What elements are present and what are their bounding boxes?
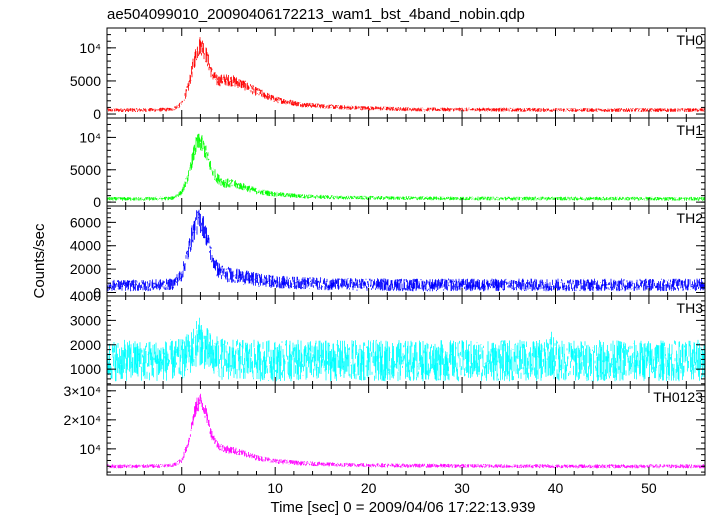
panel-label: TH0123 bbox=[653, 389, 703, 405]
panel-label: TH0 bbox=[677, 32, 704, 48]
y-tick-label: 4000 bbox=[70, 288, 101, 304]
x-tick-label: 50 bbox=[641, 480, 657, 496]
panel-label: TH2 bbox=[677, 210, 704, 226]
panels-group: 0 5000 10⁴ TH0 0 5000 10⁴ TH1 0 2000 4000 6000 TH2 10… bbox=[63, 27, 706, 496]
panel-frame bbox=[106, 27, 706, 119]
panel-th0123: 10⁴ 2×10⁴ 3×10⁴ TH0123 bbox=[63, 383, 706, 476]
panel-th1: 0 5000 10⁴ TH1 bbox=[70, 117, 706, 210]
y-tick-label: 2000 bbox=[70, 337, 101, 353]
y-tick-label: 3×10⁴ bbox=[63, 383, 101, 399]
series-line-th3 bbox=[107, 317, 705, 382]
y-tick-label: 1000 bbox=[70, 361, 101, 377]
y-tick-label: 6000 bbox=[70, 214, 101, 230]
y-tick-label: 10⁴ bbox=[79, 129, 101, 145]
x-tick-label: 10 bbox=[267, 480, 283, 496]
y-tick-label: 0 bbox=[93, 284, 101, 300]
panel-label: TH3 bbox=[677, 300, 704, 316]
x-axis-label: Time [sec] 0 = 2009/04/06 17:22:13.939 bbox=[270, 499, 535, 516]
x-tick-label: 40 bbox=[548, 480, 564, 496]
series-line-th2 bbox=[107, 209, 705, 292]
panel-th0: 0 5000 10⁴ TH0 bbox=[70, 27, 706, 122]
y-tick-label: 2000 bbox=[70, 261, 101, 277]
y-tick-label: 0 bbox=[93, 106, 101, 122]
y-tick-label: 4000 bbox=[70, 238, 101, 254]
x-tick-label: 30 bbox=[454, 480, 470, 496]
panel-frame bbox=[106, 117, 706, 207]
y-tick-label: 3000 bbox=[70, 312, 101, 328]
y-tick-label: 5000 bbox=[70, 73, 101, 89]
chart-title: ae504099010_20090406172213_wam1_bst_4ban… bbox=[107, 6, 525, 23]
panel-label: TH1 bbox=[677, 122, 704, 138]
series-line-th1 bbox=[107, 133, 705, 201]
series-line-th0 bbox=[107, 37, 705, 112]
series-line-th0123 bbox=[107, 393, 705, 469]
y-tick-label: 2×10⁴ bbox=[63, 412, 101, 428]
panel-th3: 1000 2000 3000 4000 TH3 bbox=[70, 288, 706, 386]
y-tick-label: 0 bbox=[93, 194, 101, 210]
y-tick-label: 10⁴ bbox=[79, 40, 101, 56]
y-axis-label: Counts/sec bbox=[31, 223, 48, 299]
x-tick-label: 0 bbox=[178, 480, 186, 496]
x-tick-label: 20 bbox=[361, 480, 377, 496]
panel-th2: 0 2000 4000 6000 TH2 bbox=[70, 205, 706, 300]
y-tick-label: 10⁴ bbox=[79, 441, 101, 457]
y-tick-label: 5000 bbox=[70, 162, 101, 178]
